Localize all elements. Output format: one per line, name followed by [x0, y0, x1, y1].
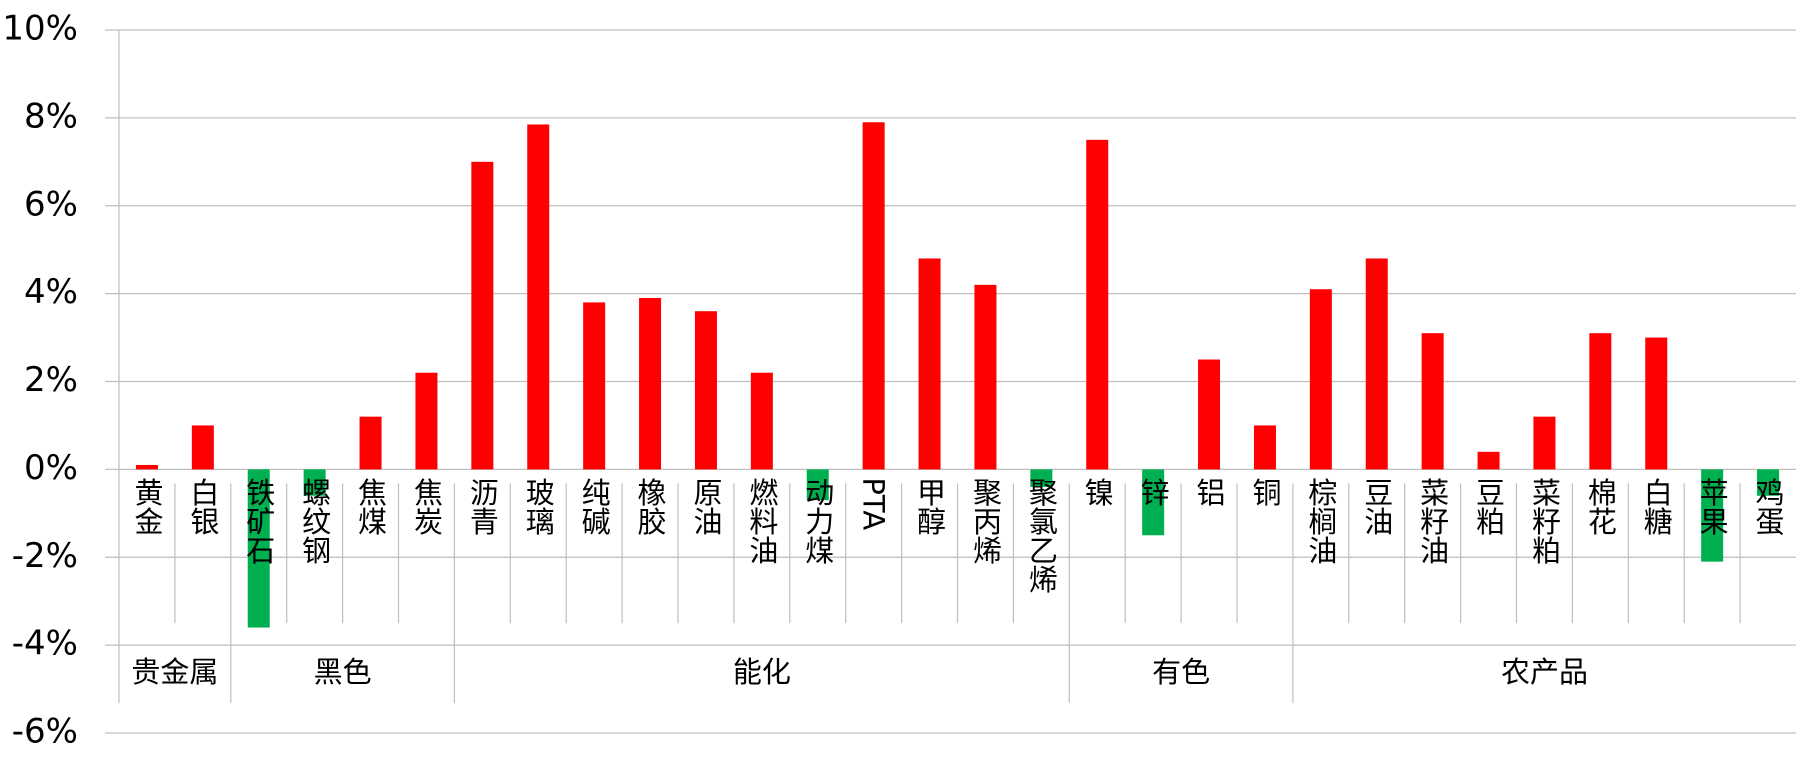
y-tick-label: 6%: [24, 184, 78, 224]
x-tick-label: 镍: [1080, 477, 1114, 506]
bar: [1253, 425, 1276, 470]
bar: [806, 469, 829, 501]
x-tick-label: 白糖: [1639, 477, 1673, 535]
x-tick-label: 玻璃: [521, 477, 555, 535]
x-tick-label: 沥青: [465, 477, 499, 535]
x-tick-label: 棉花: [1583, 477, 1617, 535]
bar: [1198, 359, 1221, 470]
x-tick-label: 豆油: [1360, 477, 1394, 535]
x-tick-label: 锌: [1136, 477, 1170, 506]
group-label: 农产品: [1501, 655, 1588, 689]
bar: [639, 298, 662, 470]
bar: [191, 425, 214, 470]
x-tick-label: 铝: [1192, 477, 1226, 506]
x-tick-label: 菜籽粕: [1527, 477, 1561, 564]
group-label: 有色: [1152, 655, 1210, 689]
y-tick-label: -2%: [12, 536, 78, 576]
bar: [750, 372, 773, 470]
bar: [974, 284, 997, 470]
x-tick-label: 橡胶: [633, 477, 667, 535]
bar: [694, 311, 717, 470]
y-tick-label: 0%: [24, 448, 78, 488]
y-tick-label: 4%: [24, 272, 78, 312]
x-tick-label: 焦煤: [354, 477, 388, 535]
x-tick-label: 白银: [186, 477, 220, 535]
bar: [1645, 337, 1668, 470]
x-tick-label: 铜: [1248, 477, 1282, 506]
x-tick-label: 动力煤: [801, 477, 835, 564]
x-tick-label: 聚丙烯: [968, 477, 1002, 564]
bar: [135, 464, 158, 470]
y-tick-label: 2%: [24, 360, 78, 400]
x-tick-label: PTA: [857, 477, 891, 530]
bar: [303, 469, 326, 496]
x-tick-label: 菜籽油: [1416, 477, 1450, 564]
group-label: 贵金属: [131, 655, 218, 689]
bar: [583, 302, 606, 470]
bar: [1142, 469, 1165, 536]
bar: [862, 122, 885, 470]
bar: [1309, 289, 1332, 470]
bar: [1421, 333, 1444, 470]
bar: [1086, 139, 1109, 470]
x-tick-label: 原油: [689, 477, 723, 535]
x-tick-label: 焦炭: [409, 477, 443, 535]
bar: [415, 372, 438, 470]
x-tick-label: 豆粕: [1472, 477, 1506, 535]
bar: [1701, 469, 1724, 562]
x-tick-label: 纯碱: [577, 477, 611, 535]
y-tick-label: 8%: [24, 96, 78, 136]
x-tick-label: 鸡蛋: [1751, 477, 1785, 535]
x-tick-label: 苹果: [1695, 477, 1729, 535]
x-tick-label: 铁矿石: [242, 477, 276, 564]
x-tick-label: 棕榈油: [1304, 477, 1338, 564]
group-label: 能化: [733, 655, 791, 689]
x-tick-label: 螺纹钢: [298, 477, 332, 564]
x-tick-label: 聚氯乙烯: [1024, 477, 1058, 593]
bar: [918, 258, 941, 470]
x-tick-label: 黄金: [130, 477, 164, 535]
y-tick-label: -6%: [12, 712, 78, 752]
bar: [1757, 469, 1780, 496]
bar: [1589, 333, 1612, 470]
y-tick-label: -4%: [12, 624, 78, 664]
bar: [471, 161, 494, 470]
bar: [1365, 258, 1388, 470]
bar: [1477, 451, 1500, 470]
bar: [527, 124, 550, 470]
x-tick-label: 燃料油: [745, 477, 779, 564]
bar: [1533, 416, 1556, 470]
bar: [1030, 469, 1053, 487]
group-label: 黑色: [314, 655, 372, 689]
x-tick-label: 甲醇: [913, 477, 947, 535]
bar: [247, 469, 270, 628]
y-tick-label: 10%: [2, 9, 78, 49]
bar: [359, 416, 382, 470]
